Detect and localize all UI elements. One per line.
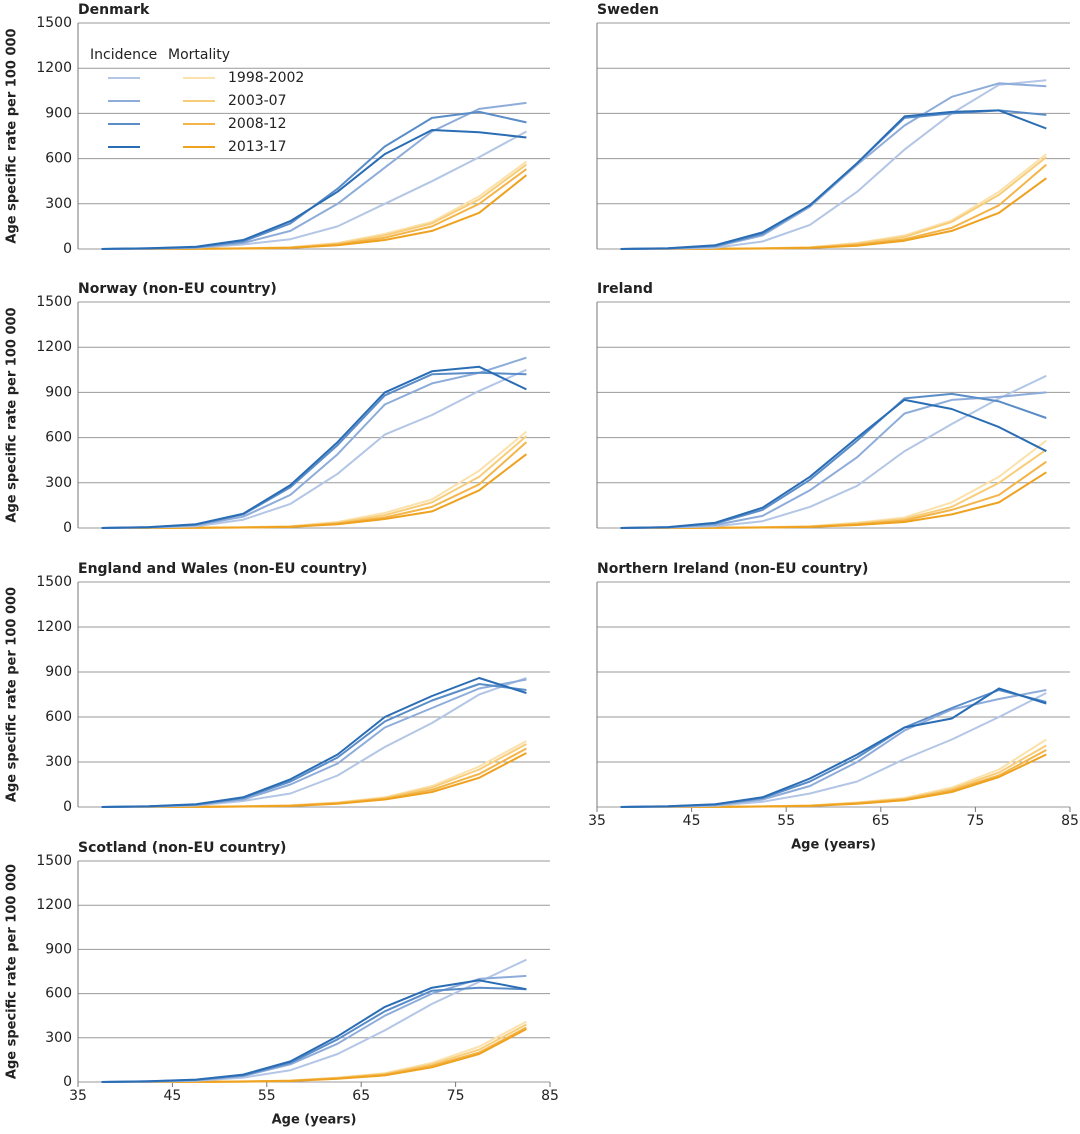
incidence-line [101, 677, 527, 808]
y-axis-label: Age specific rate per 100 000 [5, 307, 20, 522]
incidence-line [620, 109, 1047, 250]
incidence-line [620, 689, 1047, 808]
x-tick-label: 65 [872, 813, 890, 829]
incidence-line [101, 678, 527, 808]
x-tick-label: 85 [541, 1088, 559, 1104]
y-tick-label: 1500 [36, 853, 72, 869]
x-axis-label: Age (years) [272, 1113, 357, 1128]
x-tick-label: 55 [777, 813, 795, 829]
mortality-line [101, 743, 527, 808]
incidence-line [620, 392, 1047, 529]
y-tick-label: 1200 [36, 897, 72, 913]
incidence-line [101, 986, 527, 1083]
y-tick-label: 300 [45, 475, 72, 491]
x-tick-label: 65 [352, 1088, 370, 1104]
y-tick-label: 600 [45, 709, 72, 725]
incidence-line [101, 129, 527, 250]
incidence-line [101, 677, 527, 808]
incidence-line [101, 130, 527, 250]
incidence-line [101, 365, 527, 529]
y-tick-label: 0 [63, 1074, 72, 1090]
mortality-line [101, 430, 528, 529]
incidence-line [101, 101, 527, 250]
legend-label: 1998-2002 [228, 70, 304, 86]
y-tick-label: 1200 [36, 60, 72, 76]
x-tick-label: 35 [588, 813, 606, 829]
panel-title: Denmark [78, 2, 150, 18]
x-tick-label: 85 [1061, 813, 1079, 829]
y-tick-label: 1200 [36, 619, 72, 635]
mortality-line [620, 156, 1047, 250]
y-axis-label: Age specific rate per 100 000 [5, 28, 20, 243]
mortality-line [620, 163, 1047, 250]
y-tick-label: 900 [45, 941, 72, 957]
legend-label: 2013-17 [228, 139, 287, 155]
y-tick-label: 300 [45, 1030, 72, 1046]
mortality-line [101, 435, 528, 529]
incidence-line [620, 82, 1047, 250]
incidence-line [101, 110, 527, 250]
x-tick-label: 35 [69, 1088, 87, 1104]
panel-title: Northern Ireland (non-EU country) [597, 561, 868, 577]
panel-title: Sweden [597, 2, 659, 18]
incidence-line [101, 371, 527, 529]
incidence-line [620, 79, 1047, 250]
incidence-line [101, 368, 527, 529]
y-tick-label: 900 [45, 384, 72, 400]
y-tick-label: 600 [45, 986, 72, 1002]
legend-header: Mortality [168, 47, 230, 63]
panel-title: Norway (non-EU country) [78, 281, 277, 297]
incidence-line [101, 979, 527, 1083]
panel-title: Ireland [597, 281, 653, 297]
mortality-line [620, 439, 1047, 529]
y-tick-label: 900 [45, 105, 72, 121]
y-tick-label: 1500 [36, 294, 72, 310]
incidence-line [620, 109, 1047, 250]
incidence-line [620, 687, 1047, 808]
legend-header: Incidence [90, 47, 157, 63]
x-tick-label: 75 [447, 1088, 465, 1104]
panel-title: Scotland (non-EU country) [78, 840, 286, 856]
y-tick-label: 600 [45, 430, 72, 446]
mortality-line [620, 460, 1047, 529]
x-tick-label: 55 [258, 1088, 276, 1104]
incidence-line [620, 398, 1047, 529]
y-tick-label: 0 [63, 799, 72, 815]
incidence-line [101, 974, 527, 1083]
x-axis-label: Age (years) [791, 838, 876, 853]
x-tick-label: 45 [683, 813, 701, 829]
x-tick-label: 75 [966, 813, 984, 829]
y-tick-label: 1500 [36, 574, 72, 590]
y-tick-label: 600 [45, 151, 72, 167]
y-tick-label: 300 [45, 196, 72, 212]
y-tick-label: 0 [63, 241, 72, 257]
y-tick-label: 1200 [36, 339, 72, 355]
y-axis-label: Age specific rate per 100 000 [5, 864, 20, 1079]
y-tick-label: 900 [45, 664, 72, 680]
panel-title: England and Wales (non-EU country) [78, 561, 367, 577]
legend-label: 2003-07 [228, 93, 287, 109]
legend-label: 2008-12 [228, 116, 287, 132]
incidence-line [620, 692, 1047, 808]
x-tick-label: 45 [163, 1088, 181, 1104]
mortality-line [620, 153, 1047, 250]
mortality-line [101, 453, 528, 529]
incidence-line [101, 683, 527, 808]
incidence-line [101, 356, 527, 529]
mortality-line [620, 471, 1047, 529]
incidence-line [620, 689, 1047, 808]
y-tick-label: 1500 [36, 15, 72, 31]
y-tick-label: 300 [45, 754, 72, 770]
y-tick-label: 0 [63, 520, 72, 536]
mortality-line [101, 747, 527, 808]
y-axis-label: Age specific rate per 100 000 [5, 587, 20, 802]
incidence-line [101, 958, 527, 1083]
mortality-line [101, 168, 527, 250]
